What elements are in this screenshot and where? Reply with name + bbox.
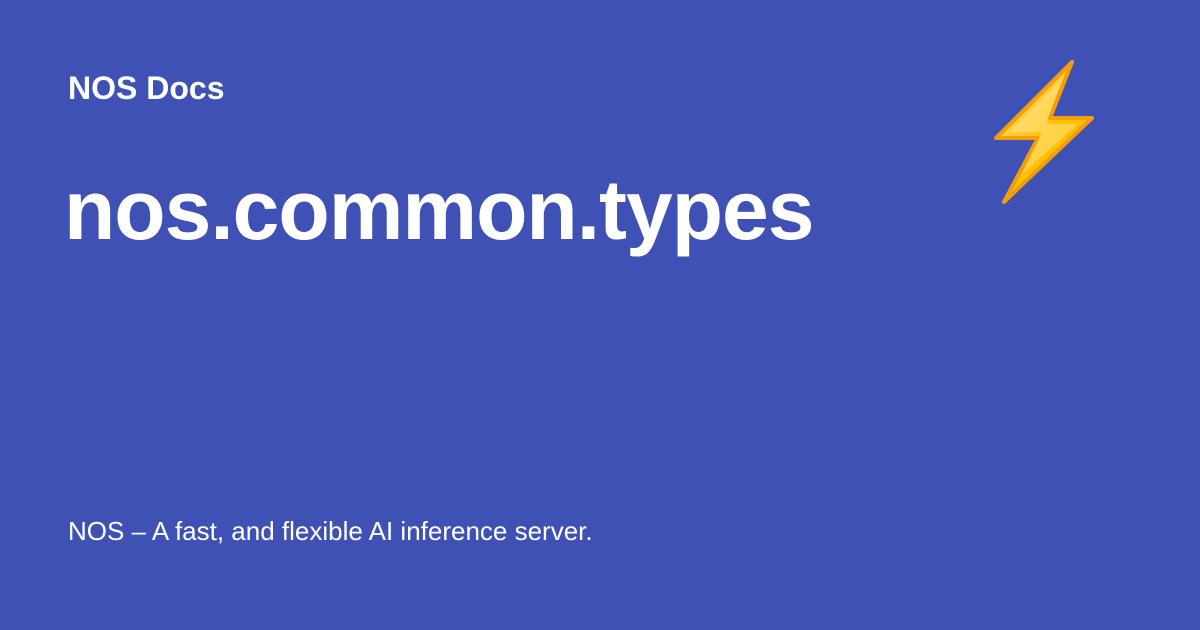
lightning-bolt-icon <box>990 58 1098 206</box>
page-title: nos.common.types <box>64 163 814 257</box>
site-name: NOS Docs <box>68 70 225 106</box>
site-description: NOS – A fast, and flexible AI inference … <box>68 516 593 546</box>
